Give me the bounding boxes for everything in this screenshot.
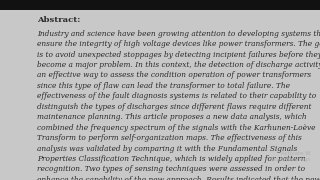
Text: recognition. Two types of sensing techniques were assessed in order to: recognition. Two types of sensing techni…	[37, 165, 305, 173]
Text: combined the frequency spectrum of the signals with the Karhunen-Loève: combined the frequency spectrum of the s…	[37, 124, 315, 132]
Text: analysis was validated by comparing it with the Fundamental Signals: analysis was validated by comparing it w…	[37, 145, 297, 152]
Text: effectiveness of the fault diagnosis systems is related to their capability to: effectiveness of the fault diagnosis sys…	[37, 92, 316, 100]
Text: become a major problem. In this context, the detection of discharge activity is: become a major problem. In this context,…	[37, 61, 320, 69]
Text: Abstract:: Abstract:	[37, 16, 80, 24]
Text: Properties Classification Technique, which is widely applied for pattern: Properties Classification Technique, whi…	[37, 155, 305, 163]
Text: ensure the integrity of high voltage devices like power transformers. The goal: ensure the integrity of high voltage dev…	[37, 40, 320, 48]
Text: Transform to perform self-organization maps. The effectiveness of this: Transform to perform self-organization m…	[37, 134, 301, 142]
Text: is to avoid unexpected stoppages by detecting incipient failures before they: is to avoid unexpected stoppages by dete…	[37, 51, 320, 58]
Text: an effective way to assess the condition operation of power transformers: an effective way to assess the condition…	[37, 71, 311, 79]
Text: Industry and science have been growing attention to developing systems that: Industry and science have been growing a…	[37, 30, 320, 38]
Text: Activate W
Go to Settings: Activate W Go to Settings	[271, 151, 310, 162]
FancyBboxPatch shape	[0, 0, 320, 10]
Text: enhance the capability of the new approach. Results indicated that the new: enhance the capability of the new approa…	[37, 176, 320, 180]
Text: maintenance planning. This article proposes a new data analysis, which: maintenance planning. This article propo…	[37, 113, 307, 121]
Text: distinguish the types of discharges since different flaws require different: distinguish the types of discharges sinc…	[37, 103, 311, 111]
Text: since this type of flaw can lead the transformer to total failure. The: since this type of flaw can lead the tra…	[37, 82, 290, 90]
